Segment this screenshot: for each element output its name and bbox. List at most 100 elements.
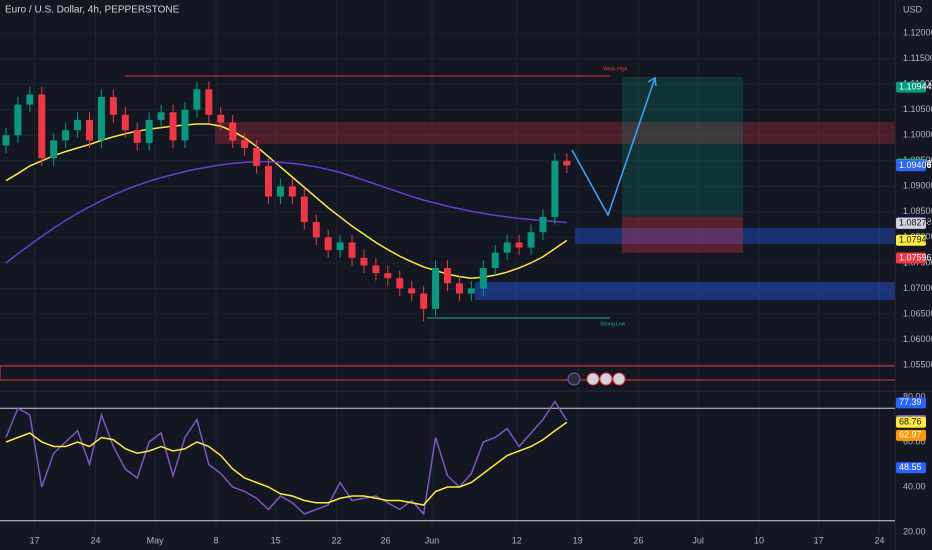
y-tick-label: 20.00 [903,526,926,536]
price-label: 1.10944 [899,81,932,91]
event-icon[interactable] [586,372,600,386]
candle-body [515,242,523,248]
candle-body [408,288,416,294]
x-tick-label: Jun [425,535,440,545]
event-icon[interactable] [612,372,626,386]
annotation: Strong Low [600,321,626,327]
y-tick-label: 1.11500 [903,53,932,63]
value-label-bg [896,416,926,428]
candle-body [169,112,177,141]
candle-body [217,114,225,123]
line [5,421,568,506]
candle-body [372,265,380,274]
y-tick-label: 1.06000 [903,334,932,344]
candle-body [479,267,487,289]
y-tick-label: 1.12000 [903,28,932,38]
x-tick-label: 8 [213,535,218,545]
candle-body [97,96,105,141]
annotation: Weak High [603,66,628,72]
supply-zone [215,122,895,144]
line [5,161,567,264]
candle-body [527,232,535,248]
x-tick-label: 12 [512,535,522,545]
projection [571,77,656,217]
price-label-bg [896,217,926,229]
x-tick-label: 19 [573,535,583,545]
candle-body [2,135,10,146]
candle-body [193,89,201,110]
value-label-bg [896,397,926,409]
y-tick-label: 1.07000 [903,283,932,293]
candle-body [563,160,571,166]
y-tick-label: 1.10500 [903,104,932,114]
demand-zone [475,282,895,300]
x-tick-label: 26 [380,535,390,545]
y-tick-label: 60.00 [903,436,926,446]
candle-body [26,94,34,105]
candle-body [420,293,428,309]
candle-body [181,109,189,141]
candle-body [539,216,547,233]
candle-body [360,257,368,266]
candle-body [396,278,404,289]
price-label: 1.07596 [899,252,932,262]
value-label: 62.97 [899,430,922,440]
chart-title: Euro / U.S. Dollar, 4h, PEPPERSTONE [5,5,180,16]
candle-body [121,114,129,131]
x-tick-label: May [147,535,165,545]
candle-body [62,130,70,141]
candle-body [265,165,272,197]
candle-body [74,119,82,131]
event-icon[interactable] [599,372,613,386]
candle-body [300,196,308,223]
y-tick-label: 40.00 [903,481,926,491]
candle-body [38,94,46,159]
candle-body [145,119,153,143]
candle-body [109,96,117,115]
y-tick-label: 1.08500 [903,206,932,216]
x-tick-label: 17 [814,535,824,545]
candle-body [14,104,22,136]
candle-body [253,148,261,166]
candle-body [288,186,296,197]
value-label-bg [896,462,926,474]
line [5,400,568,516]
x-tick-label: 24 [90,535,100,545]
x-tick-label: 15 [271,535,281,545]
x-tick-label: 24 [874,535,884,545]
candle-body [50,140,58,159]
candle-body [336,242,344,251]
value-label-bg [896,429,926,441]
candle-body [467,288,475,294]
y-tick-label: 1.05500 [903,359,932,369]
stop-zone [622,217,743,253]
candle-body [348,242,356,258]
candle-body [324,237,332,251]
candle-body [86,119,93,141]
demand-zone [575,228,895,244]
candle-body [312,222,320,238]
value-label: 48.55 [899,462,922,472]
candle-body [432,267,440,309]
arrow-head [647,76,657,87]
value-label: 77.39 [899,397,922,407]
zones [0,75,896,386]
event-icon[interactable] [567,372,581,386]
candle-body [205,89,213,115]
candle-body [444,267,451,284]
target-zone [622,77,743,217]
candle-body [229,122,237,141]
candle-body [133,130,141,143]
y-tick-label: 1.06500 [903,308,932,318]
price-label-bg [896,252,926,264]
candle-body [491,252,499,268]
x-tick-label: 26 [633,535,643,545]
x-tick-label: 10 [754,535,764,545]
y-tick-label: 1.09000 [903,181,932,191]
candle-body [276,186,284,197]
price-label-bg [896,81,926,93]
x-tick-label: Jul [692,535,704,545]
y-tick-label: 1.10000 [903,130,932,140]
y-tick-label: 80.00 [903,391,926,401]
